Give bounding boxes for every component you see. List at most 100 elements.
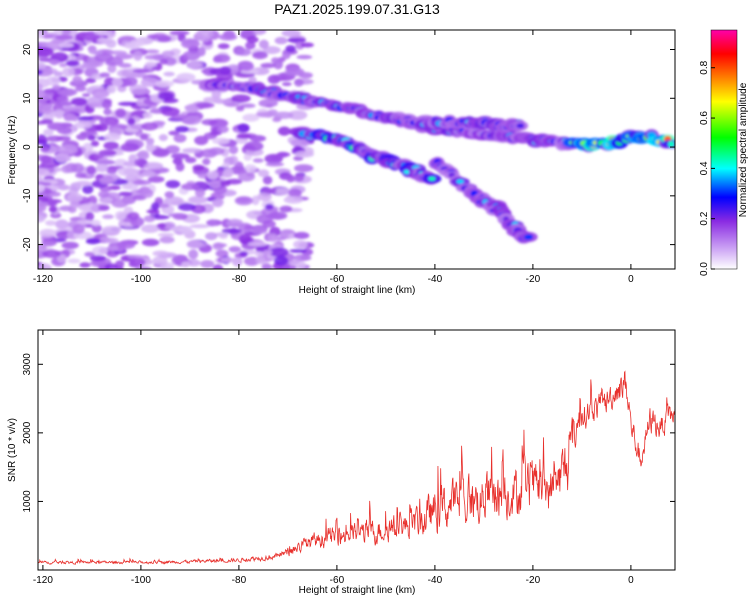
- heatmap-cell: [200, 260, 215, 268]
- heatmap-cell: [61, 164, 73, 174]
- heatmap-cell: [86, 165, 96, 175]
- spectrogram-xlabel: Height of straight line (km): [299, 285, 416, 296]
- y-tick-label: 0: [22, 144, 33, 150]
- heatmap-cell: [38, 215, 46, 223]
- heatmap-cell: [271, 57, 280, 64]
- heatmap-cell: [222, 171, 233, 178]
- heatmap-cell: [242, 113, 260, 122]
- heatmap-cell: [300, 254, 312, 261]
- heatmap-cell: [41, 146, 50, 153]
- heatmap-cell: [133, 50, 143, 61]
- heatmap-cell: [121, 183, 139, 190]
- heatmap-cell: [104, 132, 121, 142]
- heatmap-cell: [240, 30, 254, 35]
- heatmap-cell: [49, 111, 66, 117]
- heatmap-cell: [161, 50, 175, 58]
- heatmap-cell: [53, 71, 63, 77]
- heatmap-cell: [181, 183, 199, 191]
- heatmap-cell: [82, 93, 91, 98]
- heatmap-cell: [428, 176, 436, 181]
- heatmap-cell: [87, 134, 96, 141]
- heatmap-cell: [283, 196, 304, 204]
- heatmap-cell: [215, 249, 229, 258]
- heatmap-cell: [127, 117, 136, 126]
- heatmap-cell: [42, 249, 62, 258]
- heatmap-cell: [62, 67, 75, 77]
- heatmap-cell: [154, 80, 175, 88]
- heatmap-cell: [228, 145, 239, 155]
- heatmap-cell: [294, 173, 305, 182]
- heatmap-cell: [45, 220, 57, 226]
- heatmap-cell: [273, 111, 294, 120]
- y-tick-label: 20: [22, 44, 33, 56]
- heatmap-cell: [98, 149, 117, 156]
- heatmap-cell: [38, 83, 43, 92]
- heatmap-cell: [98, 196, 113, 204]
- heatmap-cell: [240, 103, 256, 108]
- heatmap-cell: [59, 62, 68, 68]
- heatmap-cell: [127, 254, 143, 259]
- heatmap-cell: [98, 205, 110, 211]
- heatmap-cell: [186, 61, 202, 69]
- heatmap-cell: [221, 162, 231, 168]
- colorbar: 0.0 0.2 0.4 0.6 0.8 Normalized spectral ampl…: [699, 29, 749, 276]
- heatmap-cell: [252, 158, 264, 163]
- heatmap-cell: [81, 62, 98, 70]
- heatmap-cell: [38, 69, 43, 75]
- heatmap-cell: [71, 97, 88, 106]
- heatmap-cell: [287, 110, 308, 120]
- heatmap-cell: [268, 211, 288, 220]
- heatmap-cell: [152, 256, 168, 266]
- heatmap-cell: [118, 63, 132, 68]
- heatmap-cell: [171, 153, 190, 160]
- heatmap-cell: [209, 180, 221, 189]
- heatmap-cell: [163, 196, 184, 206]
- heatmap-cell: [158, 134, 168, 142]
- x-tick-label: -60: [330, 575, 345, 586]
- heatmap-cell: [164, 191, 175, 199]
- heatmap-cell: [137, 150, 150, 161]
- heatmap-cell: [159, 236, 175, 244]
- heatmap-cell: [139, 133, 149, 141]
- heatmap-cell: [290, 138, 310, 148]
- heatmap-cell: [208, 147, 225, 155]
- heatmap-cell: [141, 188, 154, 198]
- x-tick-label: -120: [33, 575, 53, 586]
- heatmap-cell: [524, 234, 534, 240]
- heatmap-cell: [107, 245, 119, 252]
- heatmap-cell: [257, 169, 270, 178]
- x-tick-label: -40: [428, 575, 443, 586]
- heatmap-cell: [71, 163, 84, 173]
- heatmap-cell: [64, 113, 77, 122]
- heatmap-cell: [117, 241, 136, 249]
- heatmap-cell: [250, 30, 267, 36]
- x-tick-label: -120: [33, 274, 53, 285]
- heatmap-cell: [294, 164, 314, 173]
- heatmap-cell: [38, 134, 47, 143]
- heatmap-cell: [143, 112, 153, 119]
- heatmap-cell: [293, 240, 308, 249]
- heatmap-cell: [65, 60, 80, 67]
- heatmap-cell: [212, 137, 230, 145]
- snr-series-line: [38, 370, 675, 565]
- heatmap-cell: [156, 223, 167, 229]
- heatmap-cell: [177, 203, 196, 211]
- heatmap-cell: [107, 64, 117, 73]
- heatmap-cell: [286, 174, 295, 183]
- heatmap-cell: [282, 265, 297, 269]
- heatmap-cell: [61, 241, 79, 250]
- heatmap-cell: [45, 76, 61, 86]
- heatmap-cell: [231, 94, 251, 103]
- heatmap-cell: [89, 255, 106, 262]
- heatmap-cell: [178, 225, 193, 234]
- heatmap-cell: [61, 105, 79, 110]
- heatmap-cell: [262, 249, 273, 255]
- heatmap-cell: [105, 116, 118, 126]
- heatmap-cell: [163, 71, 175, 77]
- heatmap-cell: [38, 101, 49, 107]
- heatmap-cell: [273, 187, 292, 195]
- heatmap-cell: [99, 72, 111, 78]
- heatmap-cell: [274, 255, 289, 266]
- heatmap-cell: [262, 175, 273, 185]
- heatmap-cell: [171, 257, 189, 263]
